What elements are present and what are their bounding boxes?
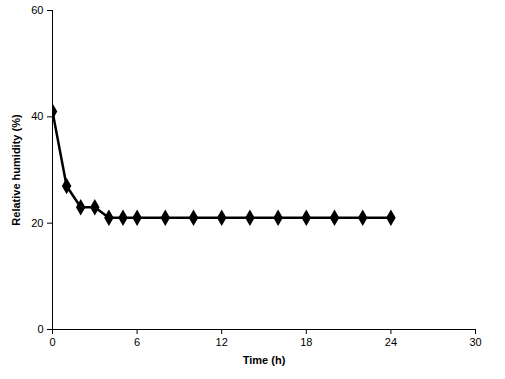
svg-text:12: 12	[216, 336, 228, 348]
svg-text:24: 24	[385, 336, 397, 348]
svg-text:60: 60	[31, 4, 43, 16]
svg-text:Relative humidity (%): Relative humidity (%)	[10, 114, 22, 226]
svg-text:30: 30	[469, 336, 481, 348]
svg-text:0: 0	[37, 323, 43, 335]
svg-text:6: 6	[134, 336, 140, 348]
svg-text:18: 18	[300, 336, 312, 348]
svg-text:20: 20	[31, 217, 43, 229]
svg-text:40: 40	[31, 110, 43, 122]
svg-text:0: 0	[49, 336, 55, 348]
svg-text:Time (h): Time (h)	[243, 354, 286, 366]
